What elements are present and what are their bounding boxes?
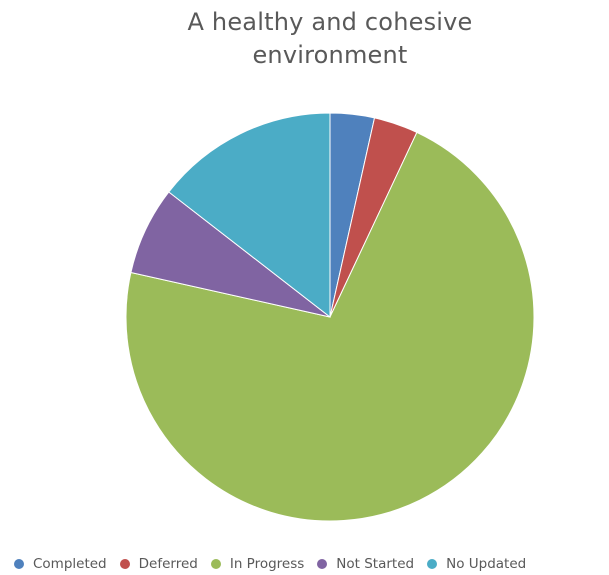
pie-slice-no-updated [168,112,331,319]
legend-item-in-progress: In Progress [210,556,305,572]
legend-marker-not-started [317,559,328,569]
chart-title-line-1: A healthy and cohesive [187,8,473,36]
legend-marker-in-progress [210,559,221,569]
legend-label-in-progress: In Progress [229,556,305,572]
legend-marker-no-updated [427,559,438,569]
legend-marker-deferred [119,559,130,569]
pie-slice-in-progress [125,131,535,522]
chart-legend: Completed Deferred In Progress Not Start… [14,553,609,575]
legend-label-no-updated: No Updated [446,556,527,572]
legend-item-no-updated: No Updated [427,556,526,572]
legend-label-deferred: Deferred [138,556,198,572]
legend-item-deferred: Deferred [119,556,198,572]
legend-marker-completed [14,559,24,569]
legend-label-completed: Completed [33,556,107,572]
legend-label-not-started: Not Started [336,556,415,572]
legend-item-not-started: Not Started [317,556,414,572]
chart-title-line-2: environment [252,41,408,69]
chart-title: A healthy and cohesive environment [120,6,540,72]
legend-item-completed: Completed [14,556,107,572]
